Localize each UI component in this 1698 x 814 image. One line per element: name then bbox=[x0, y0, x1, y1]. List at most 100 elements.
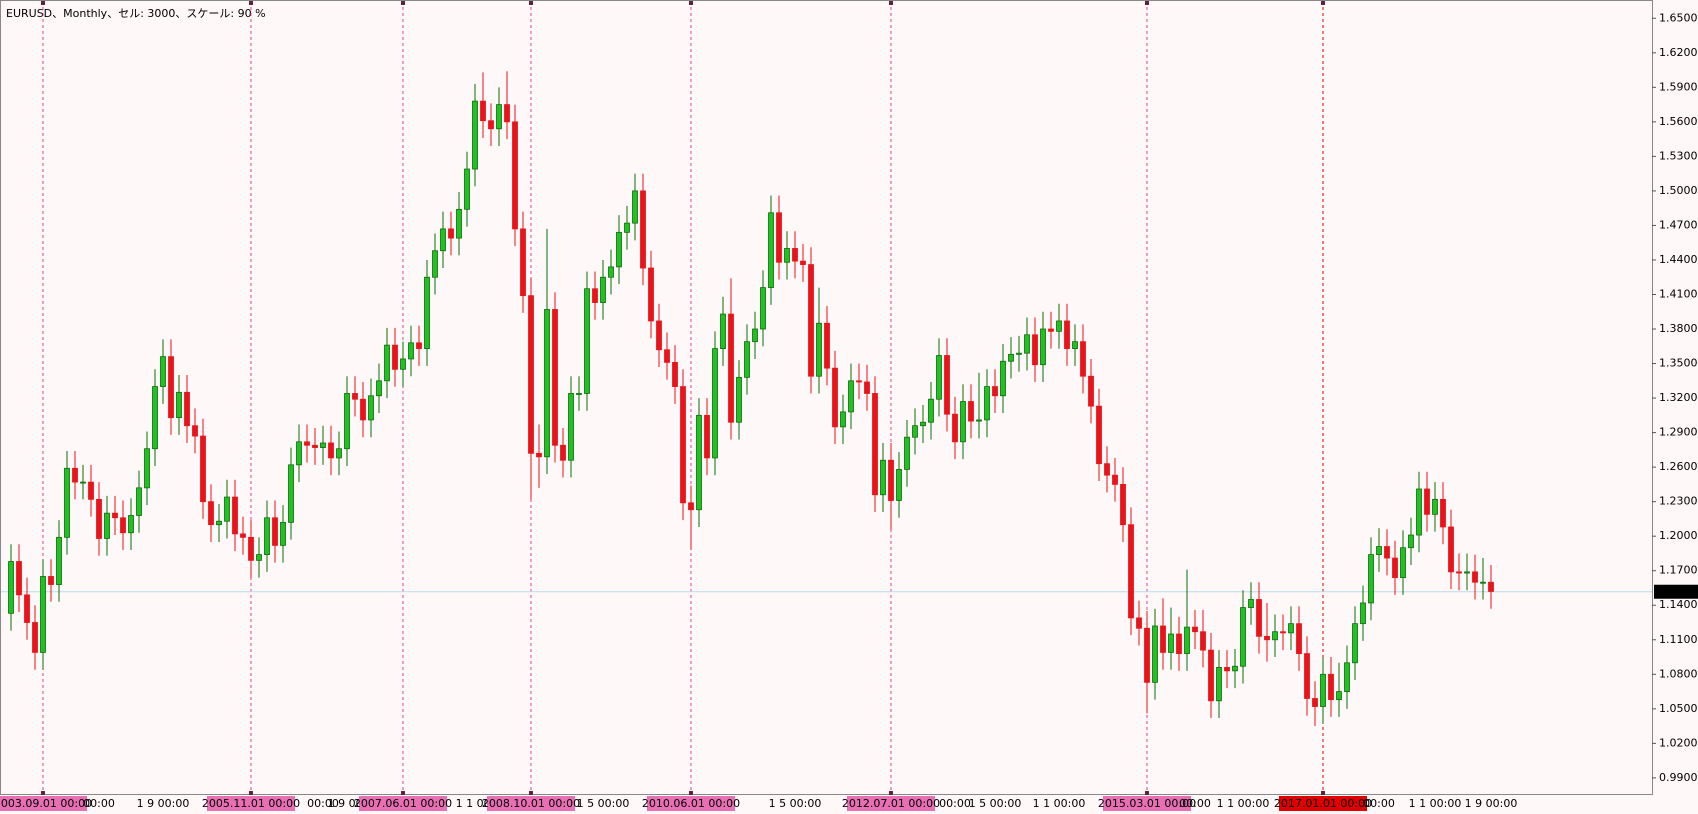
candle-body bbox=[240, 533, 246, 538]
candle-body bbox=[1408, 534, 1414, 549]
candle-body bbox=[368, 395, 374, 421]
candle-body bbox=[648, 267, 654, 322]
candle-body bbox=[984, 386, 990, 421]
x-label-box bbox=[359, 796, 447, 811]
candle-body bbox=[720, 313, 726, 349]
candle-body bbox=[312, 444, 318, 448]
candle-body bbox=[1016, 352, 1022, 355]
candle-body bbox=[8, 561, 14, 614]
x-tick-label: 1 5 00:00 bbox=[577, 797, 630, 810]
candle-body bbox=[48, 576, 54, 585]
candle-body bbox=[1144, 627, 1150, 683]
candle-body bbox=[88, 481, 94, 500]
candle-body bbox=[184, 391, 190, 427]
candle-body bbox=[1288, 623, 1294, 634]
candle-body bbox=[152, 386, 158, 450]
candle-body bbox=[24, 594, 30, 623]
candle-body bbox=[16, 561, 22, 596]
candle-body bbox=[632, 190, 638, 224]
candle-body bbox=[888, 459, 894, 501]
candle-body bbox=[1216, 666, 1222, 702]
candle-body bbox=[512, 121, 518, 230]
candle-body bbox=[56, 536, 62, 585]
x-label-box bbox=[1279, 796, 1367, 811]
candle-body bbox=[696, 414, 702, 511]
candle-body bbox=[1080, 341, 1086, 377]
candle-body bbox=[168, 356, 174, 419]
candle-body bbox=[816, 322, 822, 377]
candle-body bbox=[192, 425, 198, 437]
candle-body bbox=[352, 393, 358, 400]
candle-body bbox=[1064, 320, 1070, 349]
candle-body bbox=[904, 436, 910, 470]
y-tick-label: 1.62000 bbox=[1659, 46, 1698, 59]
candle-body bbox=[1384, 546, 1390, 559]
candle-body bbox=[376, 380, 382, 397]
y-tick-label: 1.11000 bbox=[1659, 633, 1698, 646]
x-label-box bbox=[647, 796, 735, 811]
candle-body bbox=[920, 421, 926, 427]
candle-body bbox=[976, 419, 982, 422]
candle-body bbox=[1344, 662, 1350, 692]
candle-body bbox=[344, 393, 350, 450]
candle-body bbox=[1192, 626, 1198, 633]
candle-body bbox=[1480, 581, 1486, 584]
candle-body bbox=[896, 469, 902, 501]
y-tick-label: 1.56000 bbox=[1659, 115, 1698, 128]
candle-body bbox=[128, 515, 134, 534]
candle-body bbox=[776, 212, 782, 263]
candle-body bbox=[80, 481, 86, 484]
x-tick-label: 00:00 bbox=[1179, 797, 1211, 810]
separator-marker bbox=[249, 1, 253, 5]
candle-body bbox=[928, 398, 934, 423]
candle-body bbox=[1328, 673, 1334, 701]
y-tick-label: 1.23000 bbox=[1659, 495, 1698, 508]
candle-body bbox=[1056, 320, 1062, 332]
candle-body bbox=[96, 498, 102, 539]
y-tick-label: 1.35000 bbox=[1659, 357, 1698, 370]
y-tick-label: 1.41000 bbox=[1659, 287, 1698, 300]
candle-body bbox=[464, 168, 470, 210]
separator-marker bbox=[1145, 1, 1149, 5]
candle-body bbox=[40, 576, 46, 653]
candle-body bbox=[136, 487, 142, 516]
candle-body bbox=[1224, 666, 1230, 672]
candle-body bbox=[480, 100, 486, 122]
y-tick-label: 1.02000 bbox=[1659, 736, 1698, 749]
candle-body bbox=[472, 100, 478, 170]
candle-body bbox=[704, 414, 710, 459]
candle-body bbox=[1040, 328, 1046, 366]
candle-body bbox=[760, 287, 766, 330]
candle-body bbox=[960, 401, 966, 443]
candle-body bbox=[392, 344, 398, 370]
candle-body bbox=[400, 358, 406, 370]
x-tick-label: 2005.11.01 00:00 bbox=[202, 797, 300, 810]
candle-body bbox=[536, 452, 542, 458]
candle-body bbox=[1168, 633, 1174, 653]
candle-body bbox=[856, 380, 862, 383]
candle-body bbox=[1320, 673, 1326, 707]
candle-body bbox=[264, 517, 270, 556]
candle-body bbox=[656, 320, 662, 351]
y-tick-label: 0.99000 bbox=[1659, 771, 1698, 784]
candle-body bbox=[304, 441, 310, 446]
candle-body bbox=[1112, 474, 1118, 485]
candle-body bbox=[848, 380, 854, 413]
candle-body bbox=[808, 264, 814, 377]
candle-body bbox=[1456, 571, 1462, 574]
candle-body bbox=[1152, 625, 1158, 683]
separator-marker bbox=[689, 1, 693, 5]
separator-marker bbox=[529, 791, 533, 795]
candle-body bbox=[416, 342, 422, 349]
separator-marker bbox=[401, 791, 405, 795]
candle-body bbox=[936, 355, 942, 400]
y-tick-label: 1.44000 bbox=[1659, 253, 1698, 266]
candle-body bbox=[744, 341, 750, 378]
candle-body bbox=[1096, 405, 1102, 465]
candle-body bbox=[1128, 524, 1134, 619]
candle-body bbox=[568, 393, 574, 461]
candle-body bbox=[1488, 581, 1494, 592]
candle-body bbox=[616, 231, 622, 268]
candle-body bbox=[864, 381, 870, 394]
